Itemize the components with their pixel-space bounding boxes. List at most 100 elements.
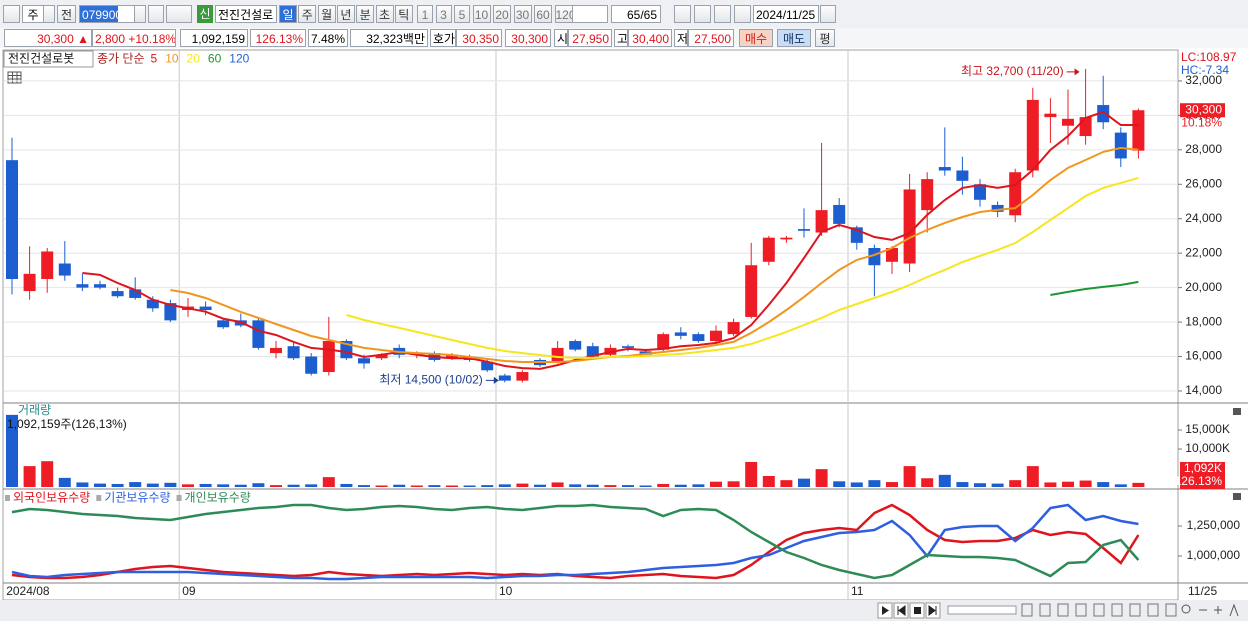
- interval-button[interactable]: 5: [454, 5, 470, 23]
- volume-bar: [340, 483, 353, 487]
- calendar-button[interactable]: [820, 5, 836, 23]
- moving-average: [170, 146, 1139, 363]
- zoom-slider[interactable]: [947, 605, 1017, 615]
- interval-button[interactable]: 3: [435, 5, 452, 23]
- candle-body: [1026, 99, 1039, 171]
- tool-button[interactable]: [694, 5, 711, 23]
- period-button[interactable]: 년: [336, 5, 355, 23]
- volume-bar: [1097, 482, 1110, 487]
- candle-body: [481, 361, 494, 371]
- dropdown[interactable]: [43, 5, 55, 23]
- legend-swatch: [176, 495, 182, 501]
- panel-close[interactable]: [1233, 408, 1241, 415]
- volume-bar: [1044, 482, 1057, 487]
- count-input[interactable]: 65/65: [611, 5, 661, 23]
- order-button[interactable]: 매도: [777, 29, 811, 47]
- arrow-head: [493, 376, 499, 384]
- volume-bar: [639, 485, 652, 487]
- candle-body: [657, 334, 670, 350]
- tool-button[interactable]: [734, 5, 751, 23]
- zoom-buttons[interactable]: [1199, 603, 1239, 617]
- candle-body: [974, 184, 986, 200]
- price-box: [1180, 103, 1225, 118]
- interval-button[interactable]: 30: [513, 5, 532, 23]
- period-button[interactable]: 틱: [394, 5, 413, 23]
- period-button[interactable]: 분: [356, 5, 375, 23]
- candle-body: [938, 167, 951, 171]
- candle-body: [710, 330, 722, 342]
- x-tick-label: 10: [499, 584, 513, 598]
- table-icon[interactable]: [7, 71, 22, 84]
- annotation: 최고 32,700 (11/20): [961, 64, 1064, 78]
- candle-body: [76, 284, 89, 288]
- volume-bar: [1062, 481, 1074, 487]
- indicator: LC:108.97: [1181, 50, 1237, 64]
- legend-entry: 5: [151, 52, 158, 66]
- candle-body: [586, 346, 599, 357]
- candle-body: [622, 346, 634, 348]
- interval-button[interactable]: 1: [417, 5, 433, 23]
- prefix-button[interactable]: 전: [57, 5, 76, 23]
- indicator: HC:-7.34: [1181, 63, 1229, 77]
- order-button[interactable]: 매수: [739, 29, 773, 47]
- volume-bar: [23, 466, 36, 487]
- candle-body: [252, 320, 265, 348]
- interval-button[interactable]: 60: [534, 5, 552, 23]
- y-tick-label: 18,000: [1185, 314, 1222, 328]
- date-input[interactable]: 2024/11/25: [753, 5, 819, 23]
- value-label-box: [1180, 462, 1225, 489]
- legend-label: 종가 단순: [97, 52, 145, 66]
- last-icon: [928, 605, 937, 616]
- y-tick-label: 1,250,000: [1187, 518, 1241, 532]
- candle-body: [6, 160, 18, 280]
- volume-bar: [305, 484, 318, 487]
- candle-body: [692, 334, 705, 342]
- zoom-icon[interactable]: [1181, 604, 1191, 614]
- legend-entry: 60: [208, 52, 222, 66]
- tool-icons[interactable]: [1021, 603, 1177, 617]
- candle-body: [305, 356, 318, 374]
- volume-bar: [974, 483, 986, 487]
- candle-body: [1044, 113, 1057, 118]
- volume-bar: [41, 461, 54, 487]
- order-button[interactable]: 평: [815, 29, 835, 47]
- period-button[interactable]: 초: [375, 5, 394, 23]
- tool-button[interactable]: [674, 5, 691, 23]
- candle-body: [833, 204, 846, 224]
- volume-bar: [604, 485, 617, 487]
- tool-button[interactable]: [714, 5, 731, 23]
- period-button[interactable]: 일: [279, 5, 297, 23]
- volume-bar: [921, 478, 934, 487]
- candle-body: [1062, 118, 1074, 126]
- interval-select[interactable]: [572, 5, 608, 23]
- y-tick-label: 10,000K: [1185, 441, 1230, 455]
- volume-bar: [516, 483, 529, 487]
- volume-bar: [287, 484, 300, 487]
- play-icon: [882, 606, 889, 615]
- dropdown[interactable]: [134, 5, 146, 23]
- volume-bar: [674, 484, 687, 487]
- candle-body: [991, 204, 1004, 212]
- sound-button[interactable]: [166, 5, 192, 23]
- market-select[interactable]: 주: [22, 5, 44, 23]
- y-tick-label: 15,000K: [1185, 422, 1230, 436]
- interval-button[interactable]: 20: [493, 5, 511, 23]
- candle-body: [745, 265, 758, 317]
- volume-bar: [270, 485, 282, 487]
- candle-body: [674, 332, 687, 336]
- volume-bar: [850, 482, 863, 487]
- panel-close[interactable]: [1233, 493, 1241, 500]
- quote-ask: 30,350: [456, 29, 502, 47]
- volume-bar: [58, 477, 71, 487]
- period-button[interactable]: 주: [298, 5, 317, 23]
- first-icon: [897, 605, 906, 616]
- stock-name: 전진건설로: [215, 5, 277, 23]
- period-button[interactable]: 월: [317, 5, 336, 23]
- interval-button[interactable]: 10: [472, 5, 491, 23]
- candle-body: [41, 251, 54, 280]
- code-input[interactable]: 079900: [79, 5, 135, 23]
- volume-bar: [657, 483, 670, 487]
- candle-body: [569, 341, 582, 350]
- menu-icon[interactable]: [3, 5, 20, 23]
- search-button[interactable]: [148, 5, 164, 23]
